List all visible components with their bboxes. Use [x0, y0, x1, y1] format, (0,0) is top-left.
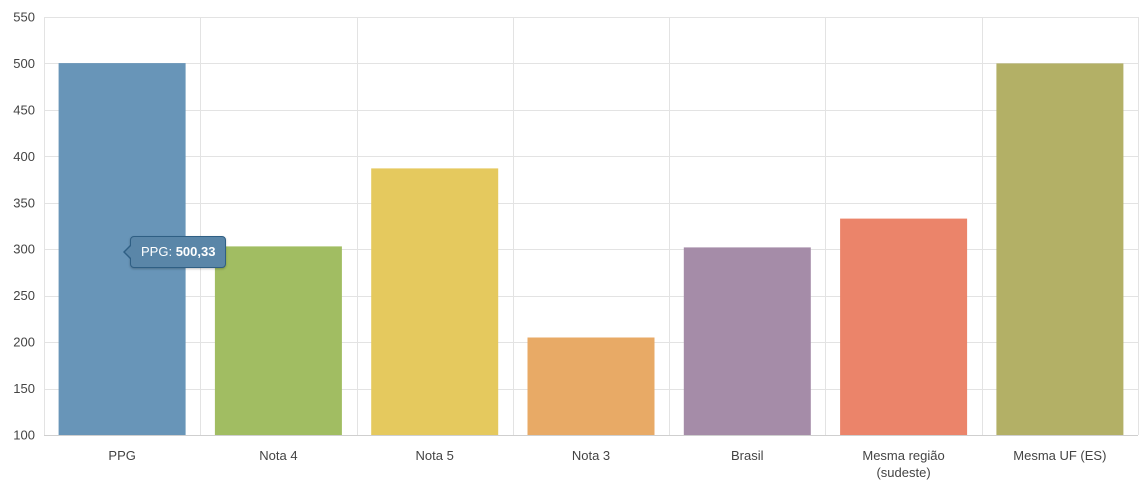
y-tick-label: 150: [13, 381, 35, 396]
x-tick-label: Brasil: [731, 448, 764, 463]
x-tick-label: Mesma UF (ES): [1013, 448, 1106, 463]
y-tick-label: 400: [13, 149, 35, 164]
y-tick-label: 350: [13, 195, 35, 210]
y-axis-ticks: 100 150 200 250 300 350 400 450 500 550: [13, 10, 35, 443]
tooltip-series: PPG:: [141, 244, 173, 259]
bar-6[interactable]: [840, 218, 968, 435]
x-tick-label: Nota 3: [572, 448, 610, 463]
y-tick-label: 250: [13, 288, 35, 303]
tooltip: PPG: 500,33: [122, 236, 227, 268]
x-tick-label: Mesma região (sudeste): [862, 448, 944, 480]
y-tick-label: 550: [13, 10, 35, 25]
bar-2[interactable]: [214, 246, 342, 435]
x-axis-ticks: PPG Nota 4 Nota 5 Nota 3 Brasil Mesma região(…: [108, 448, 1106, 480]
bar-7[interactable]: [996, 63, 1124, 436]
grid: [44, 17, 1139, 436]
x-tick-label: PPG: [108, 448, 135, 463]
x-tick-label: Nota 5: [416, 448, 454, 463]
y-tick-label: 100: [13, 428, 35, 443]
y-tick-label: 450: [13, 102, 35, 117]
y-tick-label: 500: [13, 56, 35, 71]
bar-3[interactable]: [371, 168, 499, 435]
tooltip-value: 500,33: [175, 244, 216, 259]
y-tick-label: 300: [13, 242, 35, 257]
y-tick-label: 200: [13, 335, 35, 350]
bar-5[interactable]: [683, 247, 811, 435]
bar-4[interactable]: [527, 337, 655, 436]
x-tick-label: Nota 4: [259, 448, 297, 463]
